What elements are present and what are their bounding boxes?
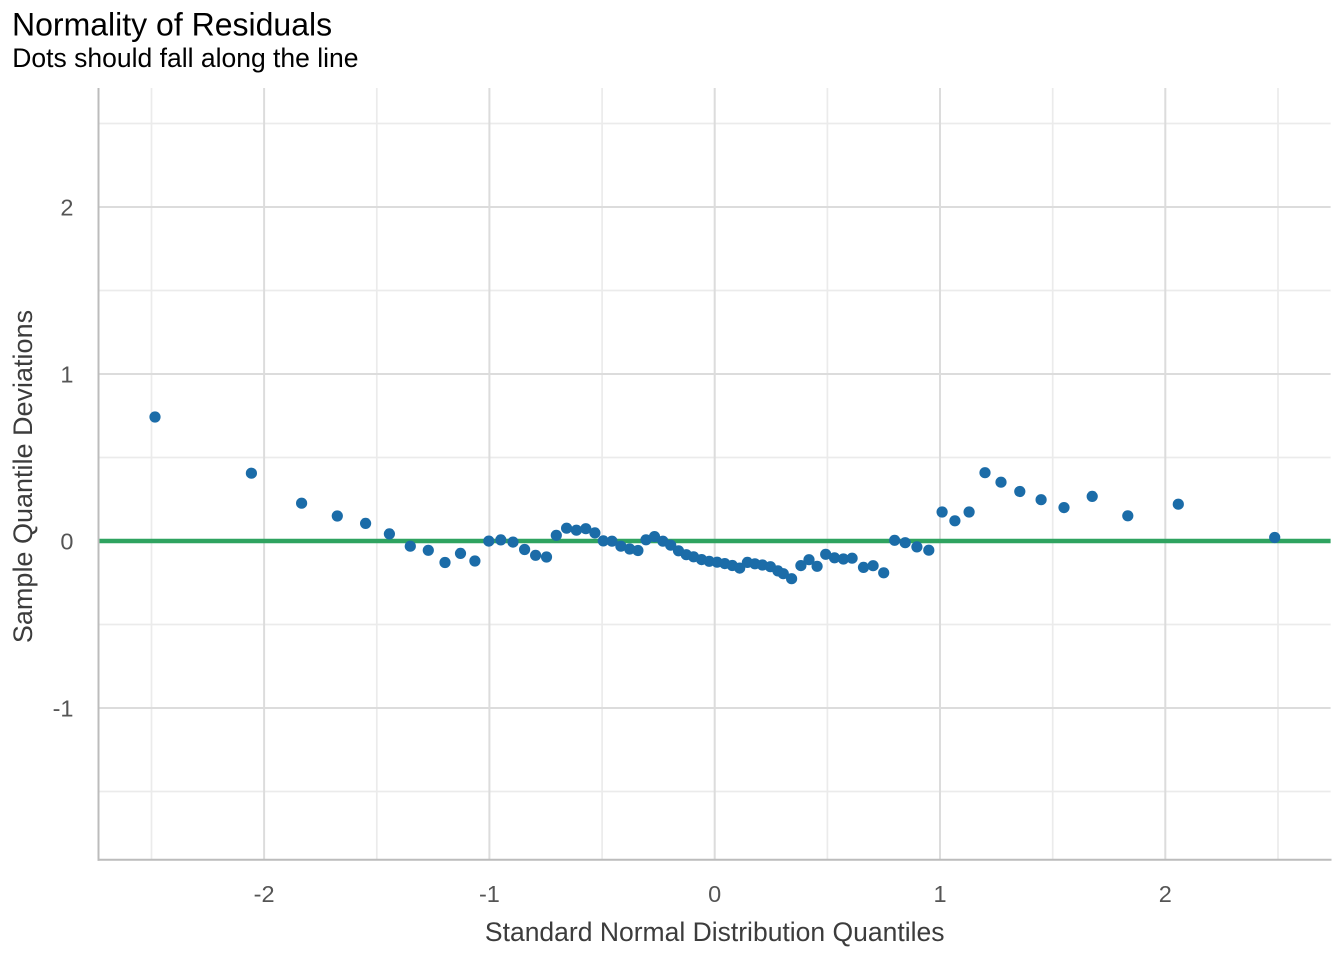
svg-text:2: 2 <box>1159 881 1172 907</box>
svg-text:Dots should fall along the lin: Dots should fall along the line <box>12 43 358 73</box>
svg-text:Sample Quantile Deviations: Sample Quantile Deviations <box>8 310 38 643</box>
svg-text:Normality of Residuals: Normality of Residuals <box>12 6 332 42</box>
svg-text:Standard Normal Distribution Q: Standard Normal Distribution Quantiles <box>485 917 945 947</box>
svg-text:0: 0 <box>708 881 721 907</box>
svg-text:-2: -2 <box>254 881 275 907</box>
svg-text:1: 1 <box>60 361 73 387</box>
svg-text:0: 0 <box>60 528 73 554</box>
svg-text:-1: -1 <box>479 881 500 907</box>
svg-text:-1: -1 <box>53 695 74 721</box>
svg-text:2: 2 <box>60 194 73 220</box>
svg-text:1: 1 <box>933 881 946 907</box>
